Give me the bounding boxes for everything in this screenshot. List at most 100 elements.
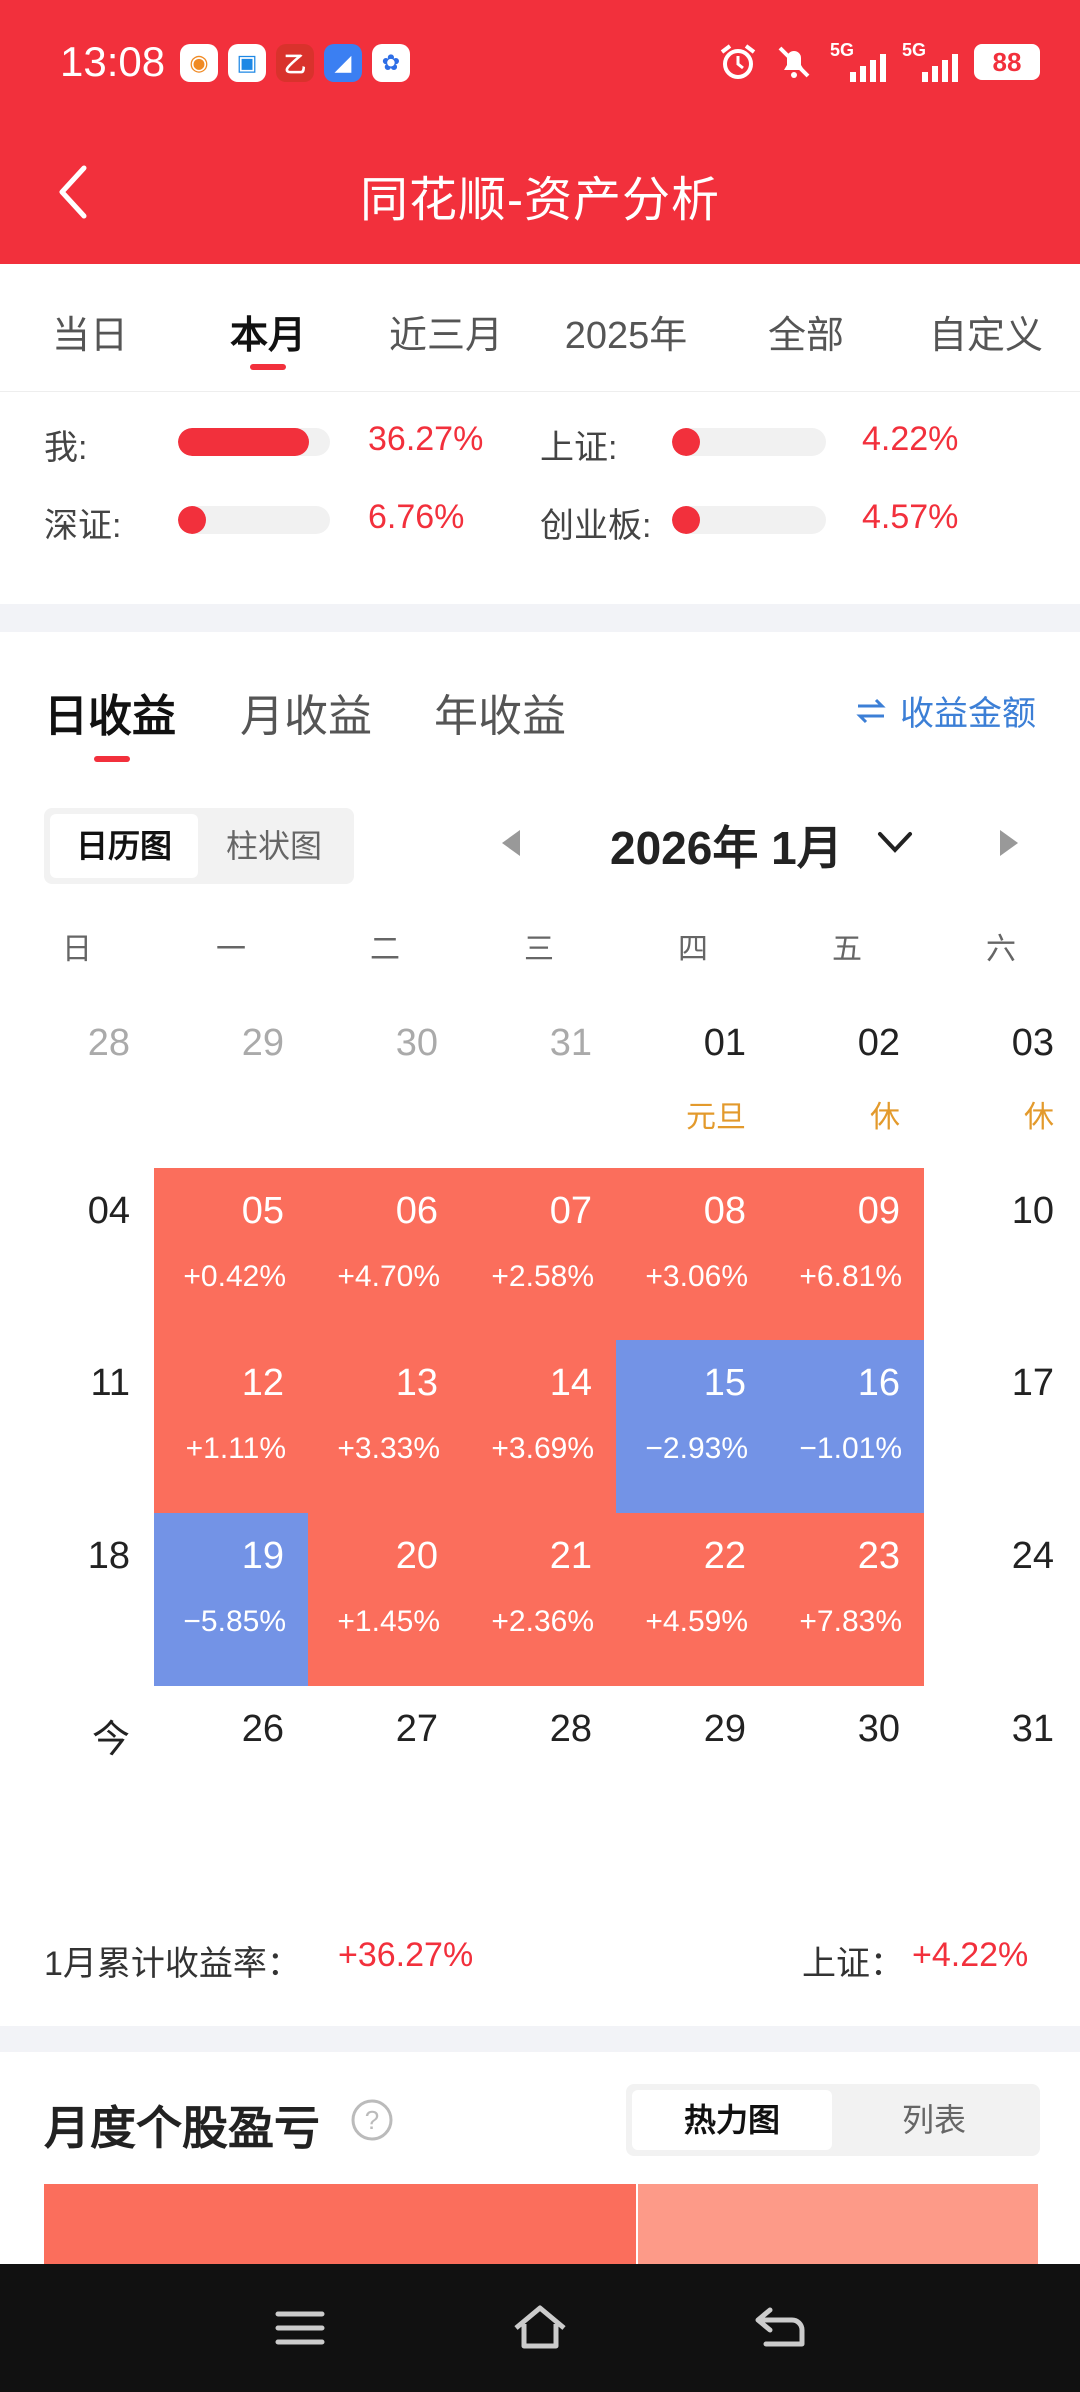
calendar-day[interactable]: 04: [0, 1168, 154, 1340]
calendar-day[interactable]: 08 +3.06%: [616, 1168, 770, 1340]
calendar-day[interactable]: 11: [0, 1340, 154, 1513]
calendar-day[interactable]: 05 +0.42%: [154, 1168, 308, 1340]
calendar-day[interactable]: 16 −1.01%: [770, 1340, 924, 1513]
calendar-day[interactable]: 10: [924, 1168, 1078, 1340]
tab-this-month[interactable]: 本月: [229, 315, 306, 357]
calendar-day[interactable]: 21 +2.36%: [462, 1513, 616, 1686]
day-number: 29: [703, 1708, 746, 1750]
calendar-day[interactable]: 26: [154, 1686, 308, 1858]
comparison-label-sz: 深证:: [44, 507, 122, 545]
month-label[interactable]: 2026年 1月: [610, 822, 843, 874]
comparison-bar-sh: [672, 428, 826, 456]
day-number: 24: [1011, 1535, 1054, 1577]
day-number: 14: [549, 1362, 592, 1404]
calendar-day[interactable]: 31: [924, 1686, 1078, 1858]
calendar-day[interactable]: 09 +6.81%: [770, 1168, 924, 1340]
calendar-day[interactable]: 03 休: [924, 1000, 1078, 1172]
calendar-day[interactable]: 28: [462, 1686, 616, 1858]
calendar-day[interactable]: 07 +2.58%: [462, 1168, 616, 1340]
daily-return: −5.85%: [183, 1605, 286, 1638]
calendar-day[interactable]: 12 +1.11%: [154, 1340, 308, 1513]
daily-return: +2.36%: [491, 1605, 594, 1638]
tab-2025[interactable]: 2025年: [564, 315, 688, 357]
calendar-day[interactable]: 22 +4.59%: [616, 1513, 770, 1686]
swap-icon: [856, 698, 886, 723]
heatmap-button[interactable]: 热力图: [632, 2090, 832, 2150]
calendar-day[interactable]: 13 +3.33%: [308, 1340, 462, 1513]
back-icon[interactable]: [750, 2300, 810, 2356]
index-value: +4.22%: [912, 1936, 1029, 1974]
day-number: 20: [395, 1535, 438, 1577]
tab-custom[interactable]: 自定义: [928, 315, 1043, 357]
calendar-day[interactable]: 27: [308, 1686, 462, 1858]
daily-return: +6.81%: [799, 1260, 902, 1293]
calendar-day[interactable]: 29: [154, 1000, 308, 1172]
calendar-day[interactable]: 30: [308, 1000, 462, 1172]
bar-fill: [178, 428, 309, 456]
calendar-day[interactable]: 17: [924, 1340, 1078, 1513]
calendar-day[interactable]: 23 +7.83%: [770, 1513, 924, 1686]
calendar-day[interactable]: 01 元旦: [616, 1000, 770, 1172]
daily-return: +7.83%: [799, 1605, 902, 1638]
calendar-day[interactable]: 02 休: [770, 1000, 924, 1172]
calendar-day[interactable]: 28: [0, 1000, 154, 1172]
chevron-down-icon[interactable]: [876, 826, 914, 860]
calendar-day[interactable]: 29: [616, 1686, 770, 1858]
list-button[interactable]: 列表: [901, 2102, 966, 2138]
holiday-label: 元旦: [686, 1101, 746, 1134]
calendar-day[interactable]: 今: [0, 1686, 154, 1858]
tab-daily-earnings[interactable]: 日收益: [44, 692, 176, 741]
day-number: 06: [395, 1190, 438, 1232]
day-number: 19: [241, 1535, 284, 1577]
calendar-day[interactable]: 24: [924, 1513, 1078, 1686]
bar-view-button[interactable]: 柱状图: [225, 828, 322, 864]
stock-view-toggle: 热力图 列表: [626, 2084, 1040, 2156]
section-divider: [0, 604, 1080, 632]
calendar-day[interactable]: 14 +3.69%: [462, 1340, 616, 1513]
cumulative-label: 1月累计收益率：: [44, 1945, 301, 1983]
tab-three-months[interactable]: 近三月: [388, 315, 503, 357]
menu-icon[interactable]: [270, 2300, 330, 2356]
day-number: 22: [703, 1535, 746, 1577]
system-nav-bar: [0, 2264, 1080, 2392]
tab-all[interactable]: 全部: [767, 315, 844, 357]
earnings-amount-toggle[interactable]: 收益金额: [856, 686, 1036, 735]
section-title: 月度个股盈亏: [44, 2102, 320, 2154]
heatmap-tile[interactable]: [638, 2184, 1038, 2264]
comparison-bar-cyb: [672, 506, 826, 534]
calendar-day[interactable]: 19 −5.85%: [154, 1513, 308, 1686]
next-month-icon[interactable]: [996, 828, 1022, 858]
day-number: 01: [703, 1022, 746, 1064]
battery-icon: 88: [974, 44, 1040, 80]
active-tab-indicator: [250, 364, 286, 370]
daily-return: +1.11%: [185, 1432, 286, 1465]
calendar-day[interactable]: 30: [770, 1686, 924, 1858]
tab-yearly-earnings[interactable]: 年收益: [434, 692, 566, 741]
day-number: 30: [857, 1708, 900, 1750]
heatmap-tile[interactable]: [44, 2184, 636, 2264]
earnings-amount-label: 收益金额: [900, 695, 1036, 733]
daily-return: +3.06%: [645, 1260, 748, 1293]
weekday-label: 日: [62, 933, 92, 966]
cumulative-value: +36.27%: [338, 1936, 474, 1974]
day-number: 02: [857, 1022, 900, 1064]
calendar-day[interactable]: 06 +4.70%: [308, 1168, 462, 1340]
comparison-bar-sz: [178, 506, 330, 534]
tab-today[interactable]: 当日: [51, 315, 128, 357]
status-time: 13:08: [60, 38, 166, 85]
day-number: 29: [241, 1022, 284, 1064]
tab-monthly-earnings[interactable]: 月收益: [240, 692, 372, 741]
calendar-view-button[interactable]: 日历图: [50, 814, 198, 878]
help-icon[interactable]: ?: [350, 2098, 394, 2142]
previous-month-icon[interactable]: [498, 828, 524, 858]
comparison-value-me: 36.27%: [368, 420, 484, 458]
svg-text:?: ?: [365, 2105, 379, 2135]
back-arrow-icon[interactable]: [50, 160, 98, 224]
weekday-label: 五: [832, 933, 862, 966]
calendar-day[interactable]: 20 +1.45%: [308, 1513, 462, 1686]
calendar-day[interactable]: 31: [462, 1000, 616, 1172]
calendar-day[interactable]: 15 −2.93%: [616, 1340, 770, 1513]
calendar-day[interactable]: 18: [0, 1513, 154, 1686]
alarm-icon: [720, 44, 756, 79]
home-icon[interactable]: [510, 2300, 570, 2356]
